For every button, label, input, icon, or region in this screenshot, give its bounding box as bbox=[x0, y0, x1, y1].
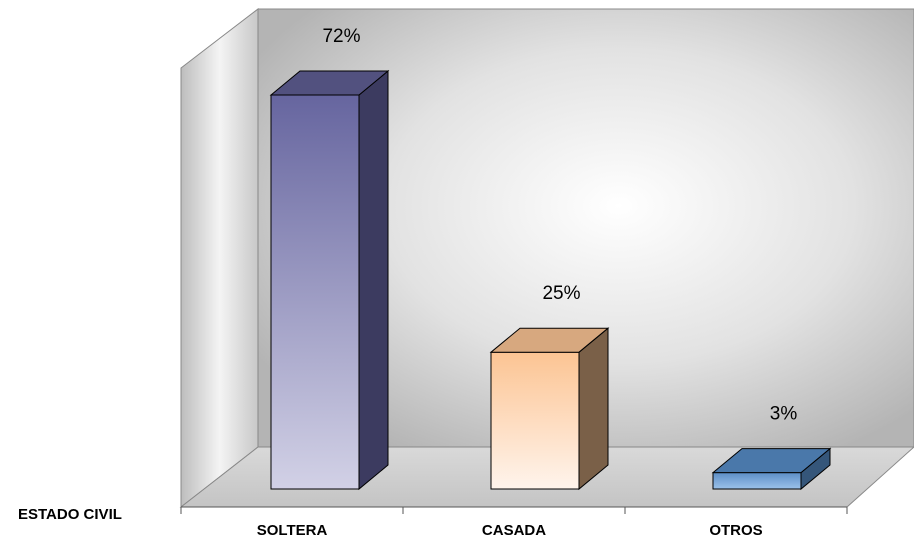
x-tick-label: CASADA bbox=[482, 522, 546, 539]
bar-top bbox=[711, 448, 832, 474]
bar-otros bbox=[711, 447, 832, 491]
bar-front bbox=[490, 351, 580, 490]
x-axis-title: ESTADO CIVIL bbox=[18, 506, 122, 523]
plot-area bbox=[179, 7, 914, 514]
side-wall bbox=[180, 7, 259, 509]
bar-top bbox=[489, 327, 610, 353]
bar-side bbox=[358, 69, 389, 491]
data-label: 72% bbox=[322, 26, 360, 47]
bars-group bbox=[269, 69, 832, 491]
data-label: 3% bbox=[770, 404, 798, 425]
x-tick-label: SOLTERA bbox=[257, 522, 328, 539]
bar-side bbox=[578, 327, 609, 491]
bar-top bbox=[269, 70, 390, 96]
bar-casada bbox=[489, 327, 610, 491]
data-label: 25% bbox=[542, 283, 580, 304]
bar-front bbox=[712, 472, 802, 490]
x-tick-label: OTROS bbox=[709, 522, 762, 539]
bar-front bbox=[270, 94, 360, 490]
bar-soltera bbox=[269, 69, 390, 491]
labels-group: 72% SOLTERA 25% CASADA 3% OTROS bbox=[257, 26, 798, 539]
